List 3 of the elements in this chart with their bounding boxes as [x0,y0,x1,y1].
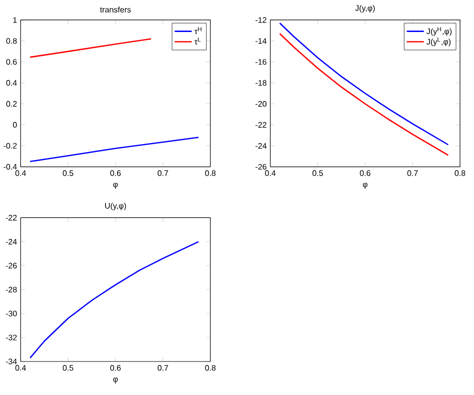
line-series [29,136,200,162]
line-series [29,38,152,58]
line-series [29,240,200,358]
